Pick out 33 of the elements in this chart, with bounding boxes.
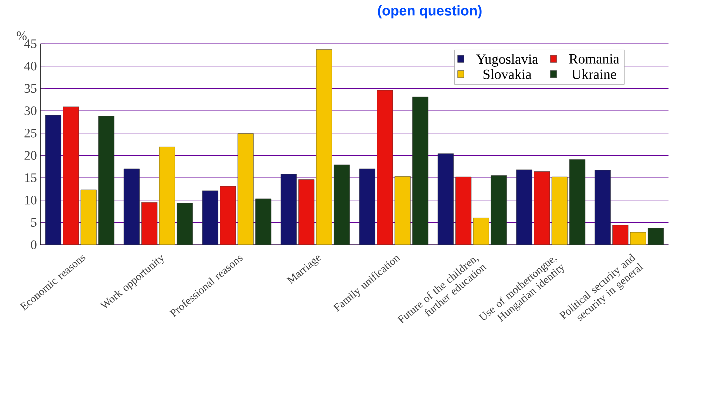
bar (516, 170, 532, 245)
bar (594, 170, 611, 245)
bar (359, 168, 376, 245)
y-tick-label: 30 (24, 106, 37, 116)
legend-label: Slovakia (484, 69, 532, 80)
y-tick-label: 25 (24, 128, 37, 138)
bar (45, 115, 62, 245)
y-tick-label: 10 (25, 196, 37, 205)
y-tick-label: 35 (24, 84, 37, 94)
bar (456, 176, 472, 245)
bar (438, 154, 454, 245)
bar (377, 90, 394, 245)
y-tick-label: 20 (24, 151, 37, 160)
legend-label: Yugoslavia (476, 54, 538, 67)
legend-label: Ukraine (572, 69, 616, 80)
y-tick-label: 15 (25, 174, 37, 182)
bar (142, 202, 158, 245)
bar (202, 190, 218, 245)
y-tick-label: 45 (24, 40, 37, 48)
bar (124, 168, 140, 245)
y-tick-label: 5 (31, 218, 37, 227)
bar (648, 228, 664, 245)
bar (220, 186, 236, 245)
bar (280, 174, 297, 245)
chart-title: (open question) (378, 6, 482, 19)
bar (612, 225, 629, 245)
bar (63, 106, 80, 245)
bar (534, 172, 550, 245)
y-axis-title: % (16, 32, 27, 40)
y-tick-label: 0 (31, 240, 37, 250)
y-tick-label: 40 (24, 62, 37, 71)
bar (298, 180, 315, 245)
legend-label: Romania (569, 54, 620, 64)
